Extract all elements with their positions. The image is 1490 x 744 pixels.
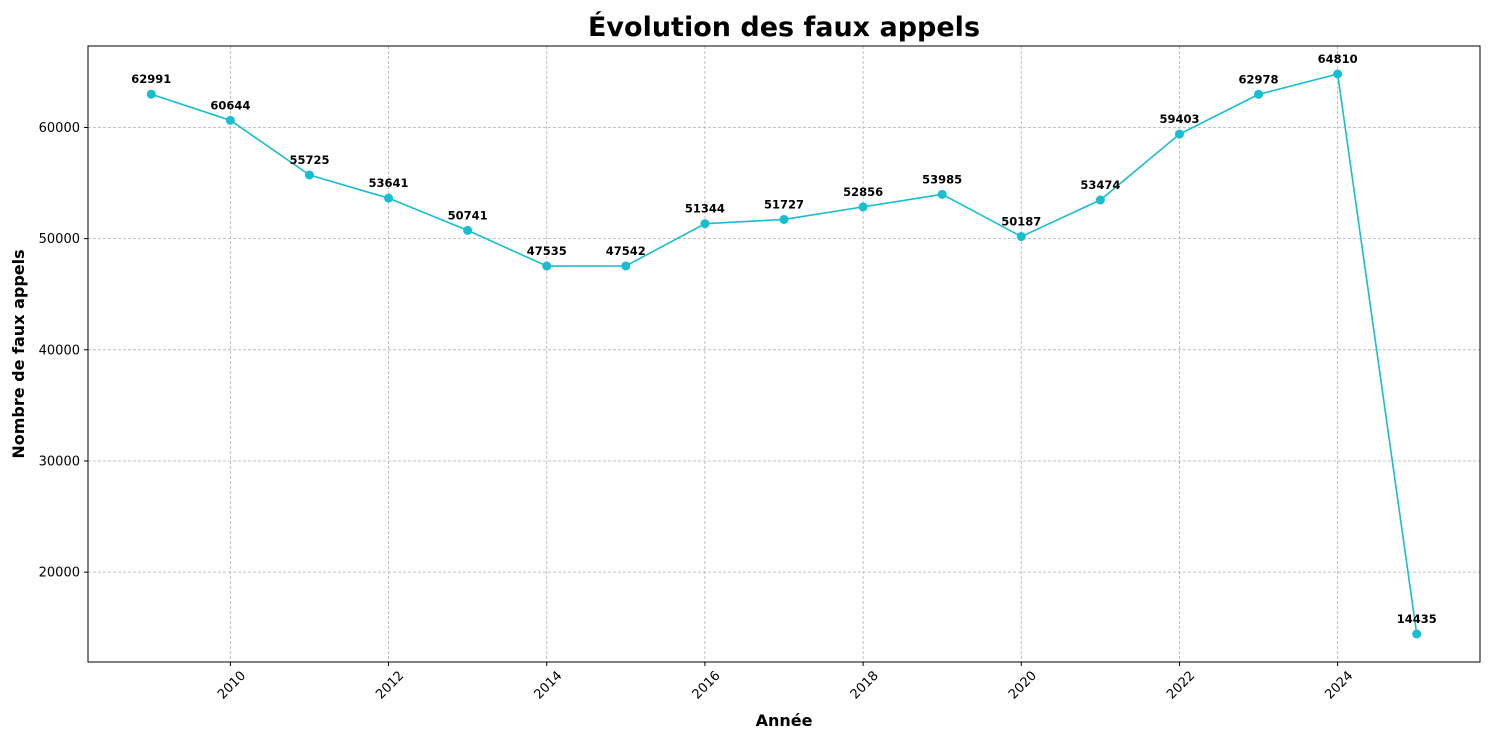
data-point <box>1016 232 1026 242</box>
data-point <box>146 89 156 99</box>
data-label: 51344 <box>685 202 725 216</box>
x-tick-label: 2024 <box>1322 668 1356 702</box>
x-tick-label: 2016 <box>690 668 724 702</box>
data-point <box>700 219 710 229</box>
data-point <box>1254 89 1264 99</box>
data-label: 55725 <box>289 153 329 167</box>
data-labels: 62991 60644 55725 53641 50741 47535 47542 51344… <box>131 52 1436 626</box>
data-point <box>1333 69 1343 79</box>
x-tick-label: 2022 <box>1164 668 1198 702</box>
y-tick-label: 30000 <box>39 454 80 469</box>
data-label: 50741 <box>448 208 488 222</box>
y-tick-label: 20000 <box>39 566 80 581</box>
data-point <box>1174 129 1184 139</box>
data-point <box>858 202 868 212</box>
data-point <box>621 261 631 271</box>
x-tick-label: 2014 <box>531 668 565 702</box>
data-point <box>384 193 394 203</box>
chart-title: Évolution des faux appels <box>588 11 980 43</box>
plot-area-frame <box>87 45 1481 663</box>
grid-lines <box>88 46 1480 662</box>
data-label: 47535 <box>527 244 567 258</box>
y-tick-label: 60000 <box>39 121 80 136</box>
data-label: 14435 <box>1397 612 1437 626</box>
series-line <box>151 73 1418 635</box>
data-point <box>304 170 314 180</box>
data-label: 50187 <box>1001 215 1041 229</box>
data-label: 60644 <box>210 98 250 112</box>
data-point <box>779 214 789 224</box>
y-tick-label: 50000 <box>39 232 80 247</box>
x-tick-label: 2020 <box>1006 668 1040 702</box>
data-label: 47542 <box>606 244 646 258</box>
data-point <box>463 225 473 235</box>
x-tick-label: 2012 <box>373 668 407 702</box>
data-label: 62978 <box>1239 72 1279 86</box>
data-label: 51727 <box>764 197 804 211</box>
data-point <box>1412 629 1422 639</box>
data-point <box>1095 195 1105 205</box>
data-point <box>225 115 235 125</box>
data-label: 64810 <box>1318 52 1358 66</box>
data-point <box>542 261 552 271</box>
x-tick-label: 2018 <box>848 668 882 702</box>
y-tick-label: 40000 <box>39 343 80 358</box>
data-label: 53641 <box>369 176 409 190</box>
series-layer <box>146 69 1422 639</box>
data-label: 52856 <box>843 185 883 199</box>
data-label: 53474 <box>1080 178 1120 192</box>
x-tick-label: 2010 <box>215 668 249 702</box>
x-axis-label: Année <box>756 711 813 730</box>
y-axis-label: Nombre de faux appels <box>9 249 28 458</box>
data-label: 62991 <box>131 72 171 86</box>
data-point <box>937 189 947 199</box>
data-label: 53985 <box>922 172 962 186</box>
data-label: 59403 <box>1159 112 1199 126</box>
